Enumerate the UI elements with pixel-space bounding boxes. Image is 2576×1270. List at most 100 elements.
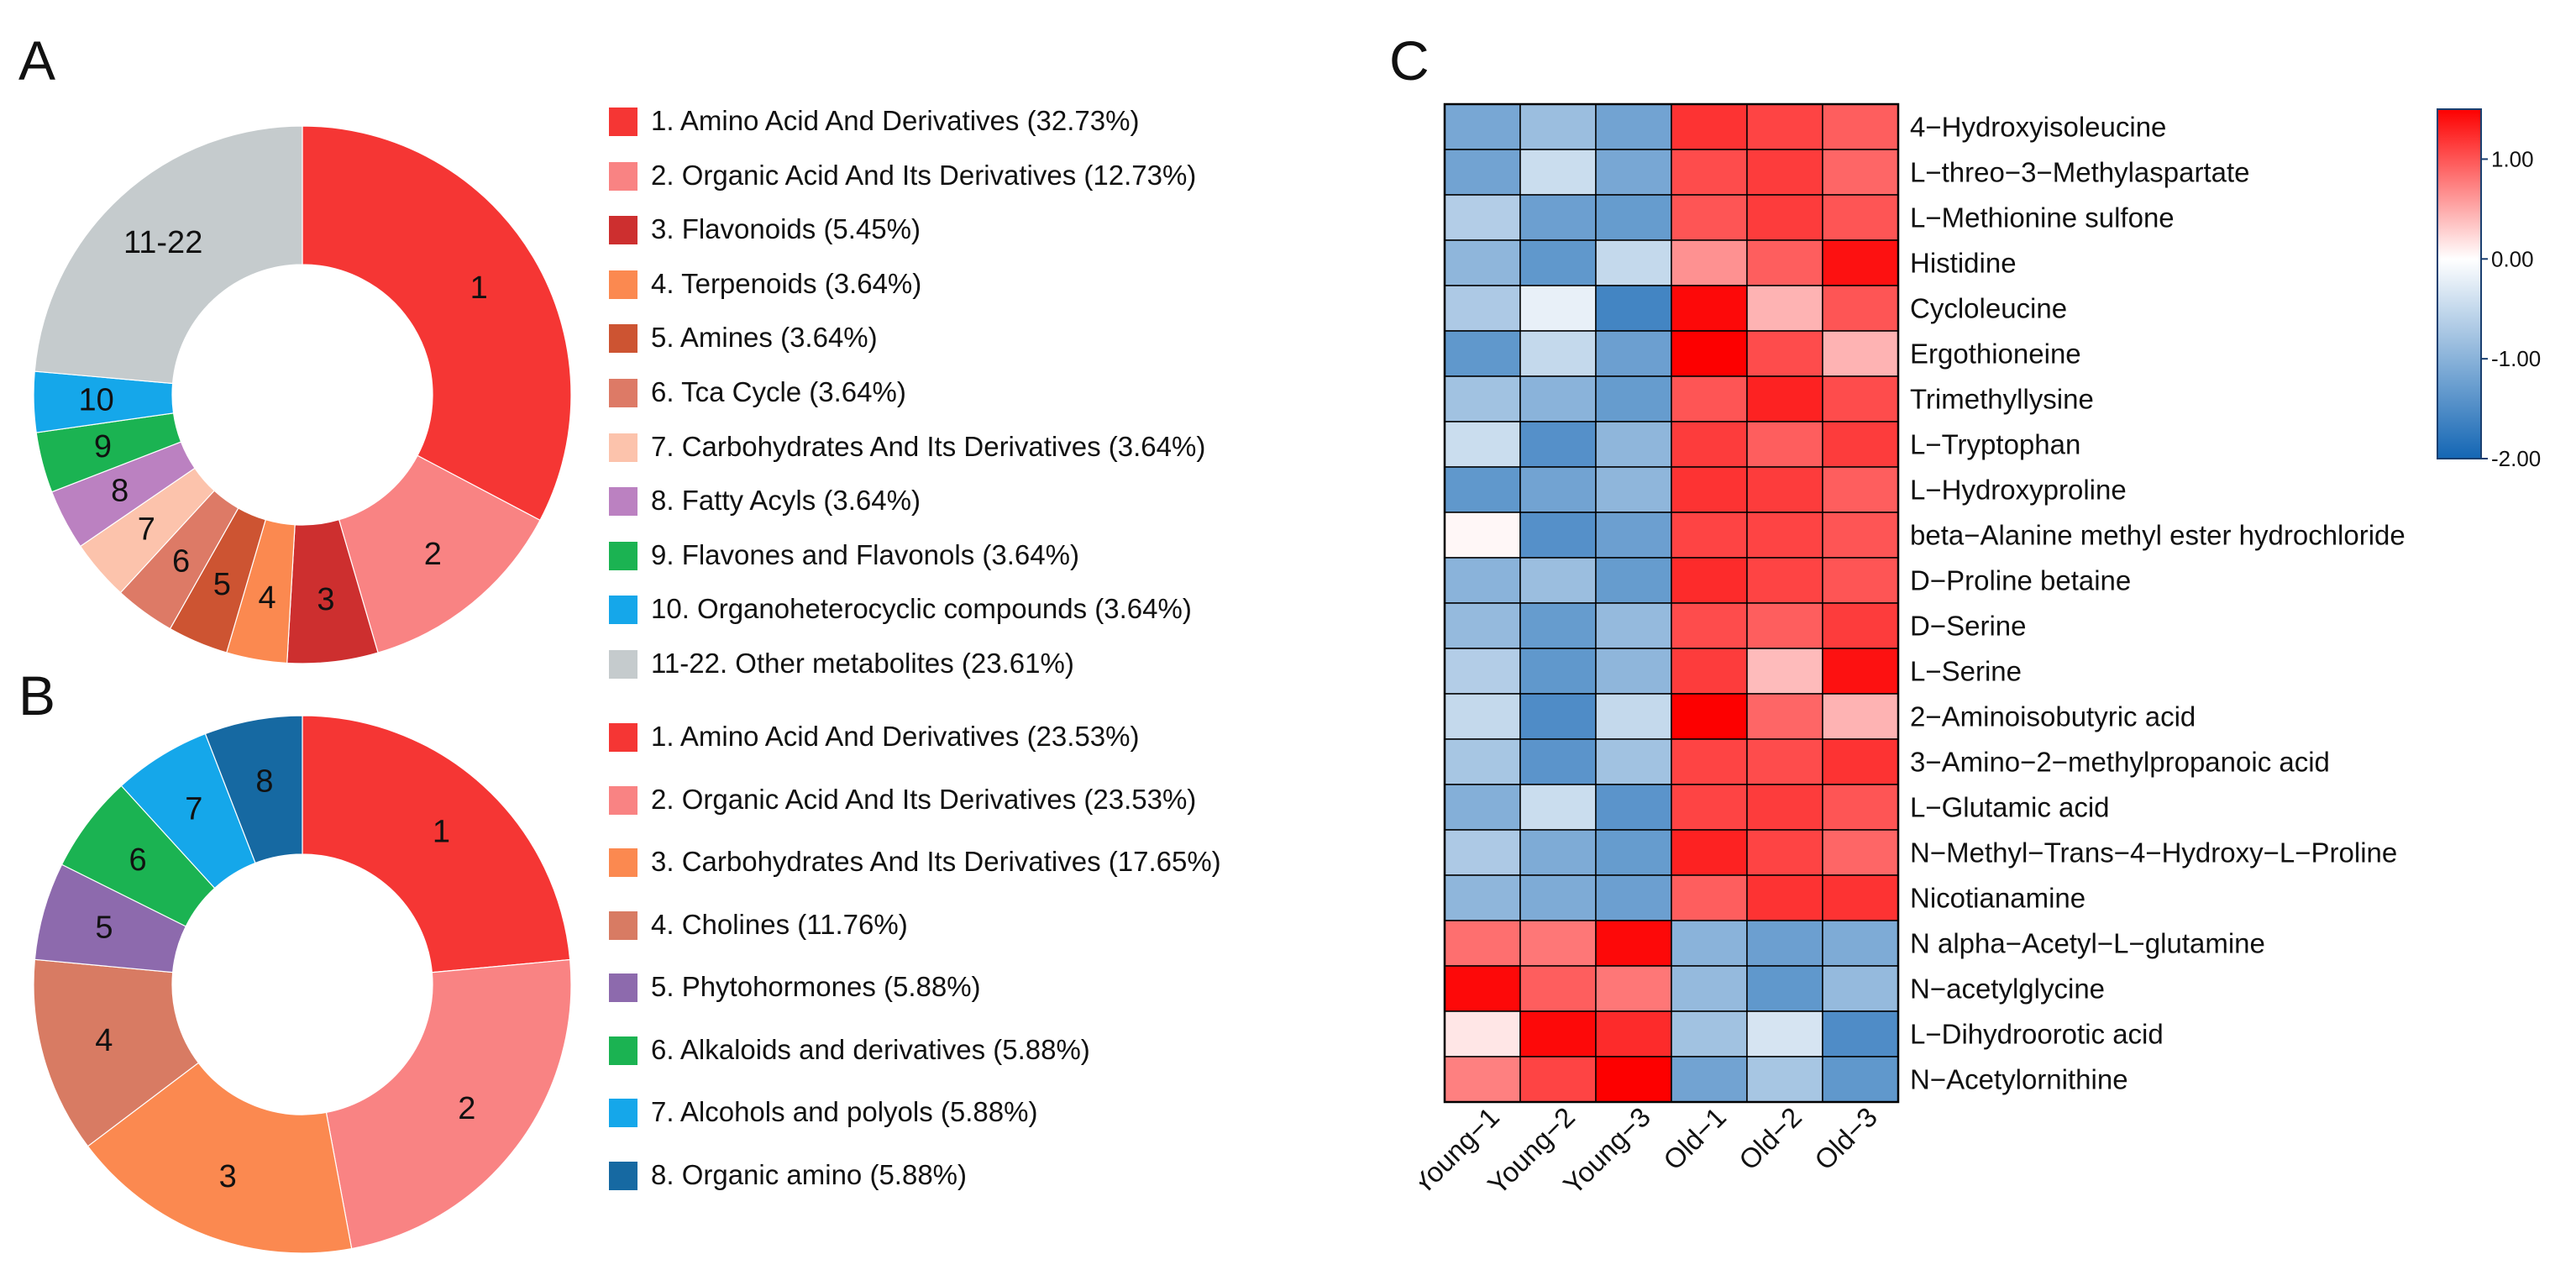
legend-a-swatch xyxy=(609,487,637,517)
heatmap-cell-r5-c2 xyxy=(1519,285,1597,332)
heatmap-cell-r21-c5 xyxy=(1746,1010,1823,1057)
legend-b-swatch xyxy=(609,1161,637,1190)
heatmap-cell-r1-c5 xyxy=(1746,103,1823,150)
legend-a-label: 5. Amines (3.64%) xyxy=(651,322,878,354)
pie-b-slice-8 xyxy=(204,715,303,864)
legend-a-label: 11-22. Other metabolites (23.61%) xyxy=(651,648,1074,679)
heatmap-cell-r10-c4 xyxy=(1671,512,1748,559)
heatmap-row-label: L−Serine xyxy=(1910,656,2022,687)
legend-a-label: 10. Organoheterocyclic compounds (3.64%) xyxy=(651,593,1192,625)
legend-b-label: 4. Cholines (11.76%) xyxy=(651,908,908,940)
heatmap-cell-r15-c5 xyxy=(1746,738,1823,785)
heatmap-cell-r10-c5 xyxy=(1746,512,1823,559)
heatmap-cell-r17-c2 xyxy=(1519,829,1597,876)
heatmap-cell-r11-c5 xyxy=(1746,557,1823,604)
pie-a-slice-label-2: 2 xyxy=(424,537,442,572)
legend-a-swatch xyxy=(609,108,637,136)
heatmap-cell-r6-c6 xyxy=(1822,330,1899,377)
legend-b-label: 3. Carbohydrates And Its Derivatives (17… xyxy=(651,846,1221,877)
heatmap-cell-r20-c4 xyxy=(1671,965,1748,1012)
heatmap-cell-r6-c1 xyxy=(1444,330,1521,377)
legend-a-swatch xyxy=(609,379,637,407)
legend-a-swatch xyxy=(609,324,637,354)
heatmap-cell-r18-c3 xyxy=(1595,874,1672,921)
heatmap-cell-r12-c2 xyxy=(1519,602,1597,649)
pie-b-slice-3 xyxy=(87,1062,353,1254)
heatmap-cell-r4-c3 xyxy=(1595,239,1672,286)
pie-a-slice-2 xyxy=(338,454,541,653)
heatmap-cell-r20-c1 xyxy=(1444,965,1521,1012)
legend-b-swatch xyxy=(609,848,637,877)
pie-a-slice-1 xyxy=(302,125,572,522)
heatmap-cell-r16-c2 xyxy=(1519,784,1597,831)
legend-b-label: 8. Organic amino (5.88%) xyxy=(651,1158,968,1190)
legend-b-swatch xyxy=(609,973,637,1002)
heatmap-cell-r1-c3 xyxy=(1595,103,1672,150)
heatmap-cell-r17-c5 xyxy=(1746,829,1823,876)
pie-chart-b: 1 2 3 4 56 7 8 xyxy=(33,715,572,1254)
heatmap-cell-r3-c2 xyxy=(1519,194,1597,241)
heatmap-row-label: 2−Aminoisobutyric acid xyxy=(1910,701,2196,732)
heatmap-cell-r3-c5 xyxy=(1746,194,1823,241)
heatmap-cell-r9-c6 xyxy=(1822,466,1899,513)
heatmap-cell-r5-c5 xyxy=(1746,285,1823,332)
heatmap-cell-r13-c5 xyxy=(1746,648,1823,695)
heatmap-cell-r5-c3 xyxy=(1595,285,1672,332)
heatmap-row-label: 4−Hydroxyisoleucine xyxy=(1910,112,2166,143)
pie-a-slice-label-10: 10 xyxy=(78,383,113,418)
heatmap-cell-r11-c3 xyxy=(1595,557,1672,604)
pie-b-slice-1 xyxy=(302,715,571,973)
heatmap-cell-r17-c1 xyxy=(1444,829,1521,876)
heatmap-cell-r15-c4 xyxy=(1671,738,1748,785)
legend-a-label: 7. Carbohydrates And Its Derivatives (3.… xyxy=(651,430,1206,462)
heatmap-cell-r18-c6 xyxy=(1822,874,1899,921)
heatmap-cell-r21-c6 xyxy=(1822,1010,1899,1057)
heatmap-cell-r16-c6 xyxy=(1822,784,1899,831)
heatmap-row-label: L−Glutamic acid xyxy=(1910,792,2110,823)
heatmap-cell-r17-c4 xyxy=(1671,829,1748,876)
heatmap-cell-r8-c6 xyxy=(1822,421,1899,468)
heatmap-cell-r16-c5 xyxy=(1746,784,1823,831)
panel-letter-b: B xyxy=(18,664,56,727)
heatmap-row-label: D−Proline betaine xyxy=(1910,565,2131,596)
pie-b-slice-label-6: 6 xyxy=(129,842,147,878)
heatmap-cell-r2-c6 xyxy=(1822,149,1899,196)
heatmap-cell-r16-c1 xyxy=(1444,784,1521,831)
legend-a-label: 4. Terpenoids (3.64%) xyxy=(651,267,922,299)
heatmap-cell-r19-c3 xyxy=(1595,920,1672,967)
heatmap-cell-r2-c2 xyxy=(1519,149,1597,196)
heatmap-cell-r20-c5 xyxy=(1746,965,1823,1012)
heatmap-cell-r14-c2 xyxy=(1519,693,1597,740)
heatmap-row-label: N alpha−Acetyl−L−glutamine xyxy=(1910,928,2265,959)
legend-b-label: 2. Organic Acid And Its Derivatives (23.… xyxy=(651,783,1197,815)
panel-letter-c: C xyxy=(1389,29,1430,92)
heatmap-cell-r22-c6 xyxy=(1822,1056,1899,1103)
heatmap-row-label: L−Dihydroorotic acid xyxy=(1910,1019,2164,1050)
legend-b-swatch xyxy=(609,723,637,752)
legend-a-swatch xyxy=(609,433,637,462)
heatmap-cell-r14-c1 xyxy=(1444,693,1521,740)
heatmap-cell-r19-c5 xyxy=(1746,920,1823,967)
pie-a-slice-label-1: 1 xyxy=(470,270,488,306)
pie-b-slice-label-3: 3 xyxy=(219,1159,237,1194)
heatmap-cell-r18-c1 xyxy=(1444,874,1521,921)
legend-a-label: 6. Tca Cycle (3.64%) xyxy=(651,376,906,407)
pie-a-slice-label-7: 7 xyxy=(138,512,155,548)
heatmap-cell-r3-c1 xyxy=(1444,194,1521,241)
heatmap-cell-r21-c3 xyxy=(1595,1010,1672,1057)
legend-b-label: 7. Alcohols and polyols (5.88%) xyxy=(651,1096,1038,1127)
colorbar-tick-label: 1.00 xyxy=(2491,146,2534,171)
heatmap-cell-r1-c2 xyxy=(1519,103,1597,150)
heatmap-cell-r14-c6 xyxy=(1822,693,1899,740)
heatmap-cell-r3-c3 xyxy=(1595,194,1672,241)
heatmap-cell-r18-c2 xyxy=(1519,874,1597,921)
pie-a-slice-label-4: 4 xyxy=(259,580,276,616)
heatmap-cell-r21-c2 xyxy=(1519,1010,1597,1057)
heatmap-cell-r19-c1 xyxy=(1444,920,1521,967)
pie-a-slice-11 xyxy=(34,125,303,385)
heatmap-cell-r7-c1 xyxy=(1444,375,1521,422)
pie-a-slice-label-11: 11-22 xyxy=(123,225,202,260)
heatmap-border xyxy=(1443,102,1900,1104)
heatmap-row-label: D−Serine xyxy=(1910,611,2027,642)
